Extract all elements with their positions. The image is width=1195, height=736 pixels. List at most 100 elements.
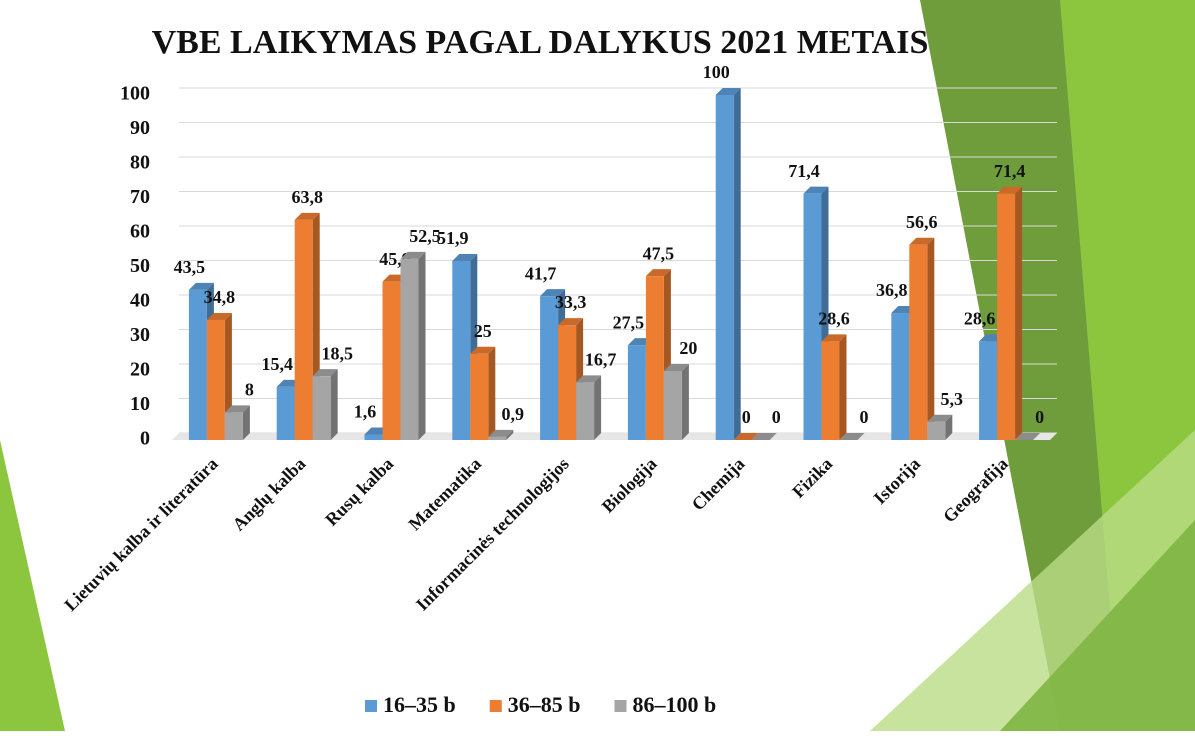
- bar-side: [488, 347, 495, 440]
- bar-front: [189, 290, 207, 440]
- value-label: 0: [860, 407, 869, 427]
- value-label: 71,4: [788, 161, 820, 181]
- legend-label: 16–35 b: [383, 692, 456, 717]
- value-label: 28,6: [818, 308, 850, 328]
- bar: [225, 405, 250, 440]
- legend-label: 86–100 b: [633, 692, 717, 717]
- bar-side: [419, 252, 426, 440]
- value-label: 8: [245, 380, 254, 400]
- bar: [909, 238, 934, 440]
- deco-shape: [0, 440, 65, 731]
- bar-side: [331, 369, 338, 440]
- value-label: 71,4: [994, 161, 1026, 181]
- x-tick-label: Chemija: [688, 454, 749, 515]
- chart-title: VBE LAIKYMAS PAGAL DALYKUS 2021 METAIS: [152, 24, 929, 61]
- bar: [822, 334, 847, 440]
- x-tick-label: Biologija: [598, 454, 661, 517]
- value-label: 27,5: [613, 312, 645, 332]
- y-tick-label: 50: [130, 255, 150, 277]
- bar-front: [470, 354, 488, 440]
- bar-front: [558, 325, 576, 440]
- bar-side: [840, 334, 847, 440]
- bar-side: [682, 364, 689, 440]
- bar-front: [891, 313, 909, 440]
- x-tick-label: Fizika: [788, 454, 836, 502]
- bar-front: [664, 371, 682, 440]
- y-tick-label: 40: [130, 290, 150, 312]
- value-label: 1,6: [354, 402, 377, 422]
- y-tick-label: 100: [120, 83, 150, 105]
- bar: [664, 364, 689, 440]
- chart: VBE LAIKYMAS PAGAL DALYKUS 2021 METAIS 0…: [0, 0, 1195, 731]
- legend-swatch: [490, 700, 502, 712]
- bar-front: [997, 194, 1015, 440]
- value-label: 52,5: [409, 226, 441, 246]
- bar-front: [365, 434, 383, 440]
- bar-front: [488, 437, 506, 440]
- value-label: 16,7: [585, 350, 617, 370]
- bar-front: [540, 296, 558, 440]
- value-label: 0: [742, 407, 751, 427]
- value-label: 5,3: [941, 389, 964, 409]
- bar: [313, 369, 338, 440]
- bar-front: [927, 422, 945, 440]
- value-label: 0,9: [502, 404, 525, 424]
- bar: [401, 252, 426, 440]
- x-tick-label: Geografija: [939, 454, 1012, 527]
- bar-side: [594, 375, 601, 440]
- legend-swatch: [365, 700, 377, 712]
- bar-front: [646, 276, 664, 440]
- x-tick-label: Lietuvių kalba ir literatūra: [60, 454, 221, 615]
- value-label: 28,6: [964, 308, 996, 328]
- value-label: 33,3: [555, 292, 587, 312]
- bar-front: [277, 387, 295, 440]
- bar-front: [628, 345, 646, 440]
- y-tick-label: 60: [130, 221, 150, 243]
- value-label: 18,5: [321, 343, 353, 363]
- y-tick-label: 70: [130, 186, 150, 208]
- value-label: 0: [1035, 407, 1044, 427]
- value-label: 0: [772, 407, 781, 427]
- bar-front: [822, 341, 840, 440]
- x-tick-label: Informacinės technologijos: [412, 454, 573, 615]
- bar-front: [295, 220, 313, 440]
- y-tick-label: 0: [140, 428, 150, 450]
- x-tick-label: Rusų kalba: [321, 454, 397, 530]
- x-tick-label: Anglų kalba: [228, 454, 309, 535]
- value-label: 41,7: [525, 263, 557, 283]
- bar: [470, 347, 495, 440]
- bar: [716, 88, 741, 440]
- value-label: 15,4: [261, 354, 293, 374]
- value-label: 63,8: [291, 187, 323, 207]
- bar: [997, 187, 1022, 440]
- value-label: 100: [703, 62, 730, 82]
- value-label: 36,8: [876, 280, 908, 300]
- bar-front: [909, 245, 927, 440]
- bar-front: [401, 259, 419, 440]
- y-tick-label: 90: [130, 117, 150, 139]
- value-label: 51,9: [437, 228, 469, 248]
- bar: [927, 415, 952, 440]
- value-label: 25: [474, 321, 492, 341]
- bar-side: [734, 88, 741, 440]
- bar-front: [383, 282, 401, 440]
- y-tick-label: 10: [130, 393, 150, 415]
- y-tick-label: 20: [130, 359, 150, 381]
- bar: [576, 375, 601, 440]
- bar-front: [207, 320, 225, 440]
- value-label: 34,8: [204, 287, 236, 307]
- value-label: 43,5: [174, 257, 206, 277]
- legend-swatch: [615, 700, 627, 712]
- x-tick-label: Matematika: [404, 454, 485, 535]
- y-tick-label: 80: [130, 152, 150, 174]
- bar-side: [1015, 187, 1022, 440]
- y-tick-label: 30: [130, 324, 150, 346]
- bar-front: [225, 412, 243, 440]
- x-tick-label: Istorija: [870, 454, 924, 508]
- legend-label: 36–85 b: [508, 692, 581, 717]
- bar-front: [979, 341, 997, 440]
- bar-side: [927, 238, 934, 440]
- bar-front: [576, 382, 594, 440]
- bar-front: [313, 376, 331, 440]
- value-label: 47,5: [643, 243, 675, 263]
